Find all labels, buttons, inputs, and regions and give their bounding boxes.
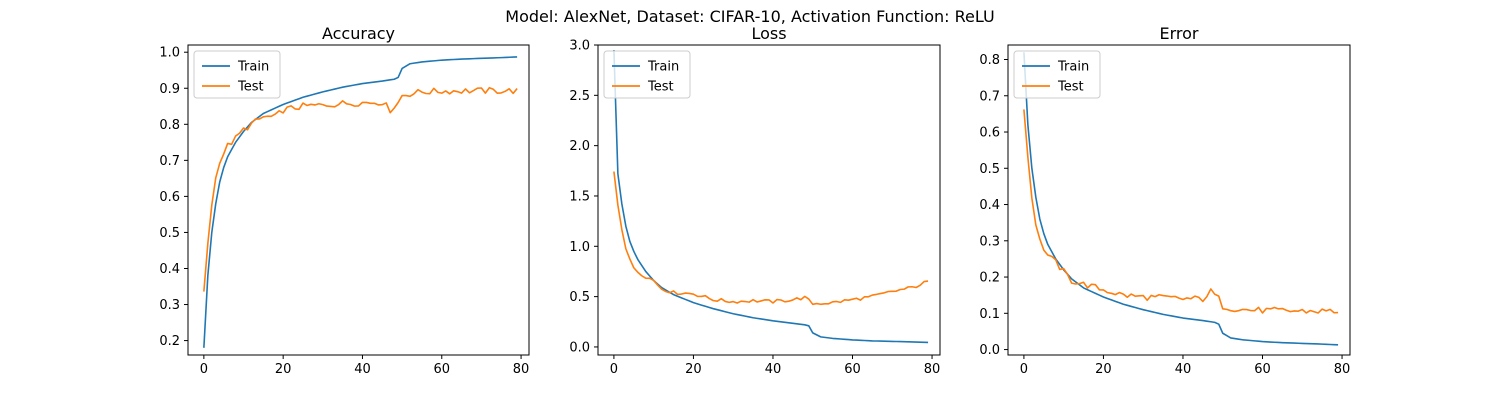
figure-suptitle: Model: AlexNet, Dataset: CIFAR-10, Activ… — [505, 7, 994, 26]
y-tick-label: 2.5 — [569, 89, 590, 104]
legend-box — [193, 50, 281, 99]
series-line-test — [203, 86, 518, 292]
y-tick-label: 0.7 — [979, 89, 1000, 104]
axes-frame — [597, 44, 941, 356]
series-line-train — [613, 50, 929, 344]
legend-label-train: Train — [237, 60, 269, 75]
x-tick-label: 0 — [610, 362, 618, 377]
x-tick-label: 0 — [200, 362, 208, 377]
x-tick-label: 20 — [275, 362, 292, 377]
series-line-test — [613, 171, 929, 306]
y-tick-label: 1.0 — [569, 240, 590, 255]
panel-title: Error — [1160, 24, 1199, 43]
y-tick-label: 0.3 — [979, 234, 1000, 249]
y-tick-label: 0.8 — [979, 53, 1000, 68]
y-tick-label: 0.3 — [159, 298, 180, 313]
y-tick-label: 0.2 — [159, 334, 180, 349]
series-line-test — [1023, 109, 1339, 314]
y-tick-label: 0.5 — [979, 162, 1000, 177]
x-tick-label: 60 — [1254, 362, 1271, 377]
x-tick-label: 20 — [1095, 362, 1112, 377]
y-tick-label: 0.7 — [159, 154, 180, 169]
x-tick-label: 80 — [1334, 362, 1351, 377]
y-tick-label: 0.8 — [159, 118, 180, 133]
x-tick-label: 20 — [685, 362, 702, 377]
x-tick-label: 80 — [513, 362, 530, 377]
y-tick-label: 0.0 — [569, 340, 590, 355]
y-tick-label: 0.1 — [979, 307, 1000, 322]
x-tick-label: 60 — [433, 362, 450, 377]
legend-label-test: Test — [1057, 80, 1084, 95]
y-tick-label: 0.6 — [159, 190, 180, 205]
x-tick-label: 40 — [765, 362, 782, 377]
loss-panel: Loss 0 20 40 60 80 0.0 0.5 1.0 1.5 2.0 2.5 3.0 Train T… — [569, 24, 941, 377]
y-tick-label: 0.0 — [979, 343, 1000, 358]
y-tick-label: 1.5 — [569, 189, 590, 204]
axes-frame — [187, 44, 530, 356]
axes-frame — [1007, 44, 1351, 356]
x-tick-label: 0 — [1020, 362, 1028, 377]
y-tick-label: 0.4 — [159, 262, 180, 277]
legend-box — [603, 50, 691, 99]
y-tick-label: 0.9 — [159, 82, 180, 97]
legend-label-test: Test — [647, 80, 674, 95]
y-tick-label: 0.4 — [979, 198, 1000, 213]
legend-box — [1013, 50, 1101, 99]
x-tick-label: 80 — [924, 362, 941, 377]
accuracy-panel: Accuracy 0 20 40 60 80 0.2 0.3 0.4 0.5 0.6 0.7 0.8 0.… — [159, 24, 530, 377]
y-tick-label: 2.0 — [569, 139, 590, 154]
legend-label-train: Train — [1057, 60, 1089, 75]
panel-title: Accuracy — [322, 24, 395, 43]
legend-label-test: Test — [237, 80, 264, 95]
y-tick-label: 1.0 — [159, 46, 180, 61]
series-line-train — [1023, 52, 1339, 346]
y-tick-label: 0.6 — [979, 126, 1000, 141]
y-tick-label: 3.0 — [569, 39, 590, 54]
panel-title: Loss — [751, 24, 786, 43]
legend-label-train: Train — [647, 60, 679, 75]
y-tick-label: 0.2 — [979, 271, 1000, 286]
x-tick-label: 40 — [354, 362, 371, 377]
x-tick-label: 60 — [844, 362, 861, 377]
x-tick-label: 40 — [1175, 362, 1192, 377]
error-panel: Error 0 20 40 60 80 0.0 0.1 0.2 0.3 0.4 0.5 0.6 0.7 0.… — [979, 24, 1351, 377]
y-tick-label: 0.5 — [159, 226, 180, 241]
y-tick-label: 0.5 — [569, 290, 590, 305]
